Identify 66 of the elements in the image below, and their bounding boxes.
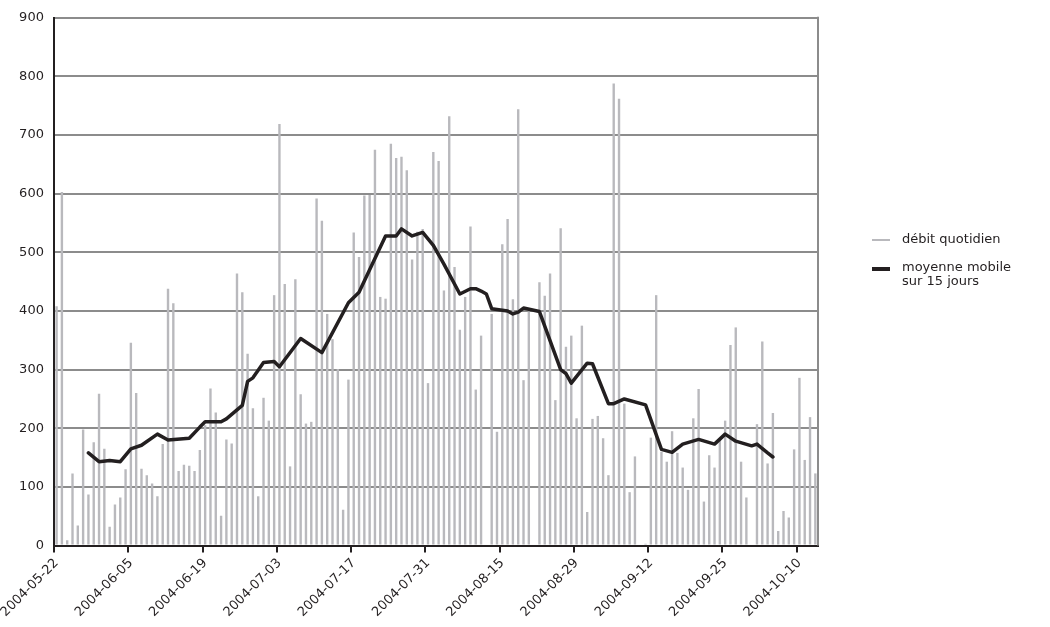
bar [262, 397, 265, 545]
bar [299, 394, 302, 545]
bar [193, 471, 196, 545]
bar [363, 195, 366, 545]
bar [782, 510, 785, 545]
y-tick-label: 900 [19, 9, 44, 25]
bar [103, 448, 106, 545]
bar [506, 218, 509, 545]
bar [400, 156, 403, 545]
bar [177, 471, 180, 545]
y-tick-label: 300 [19, 361, 44, 377]
bar [432, 152, 435, 545]
bar [66, 540, 69, 545]
bar [124, 469, 127, 545]
bar [55, 306, 58, 545]
bar [140, 468, 143, 545]
bar [278, 123, 281, 545]
y-tick-label: 0 [35, 536, 44, 552]
bar [87, 494, 90, 545]
bar [225, 439, 228, 545]
bar [745, 497, 748, 545]
bar [676, 452, 679, 545]
y-tick-label: 100 [19, 478, 44, 494]
bar [368, 194, 371, 545]
bar [416, 231, 419, 545]
bar [209, 388, 212, 545]
bar [294, 279, 297, 545]
y-tick-label: 600 [19, 185, 44, 201]
legend-label: débit quotidien [902, 231, 1001, 246]
bar [623, 403, 626, 545]
bar [713, 467, 716, 545]
bar [71, 473, 74, 545]
bar [315, 198, 318, 545]
legend-label: moyenne mobile sur 15 jours [902, 259, 1012, 288]
bar [697, 388, 700, 545]
bar [692, 418, 695, 545]
bar [490, 313, 493, 545]
y-tick-label: 800 [19, 67, 44, 83]
bar [347, 379, 350, 545]
bar [469, 226, 472, 545]
bar [814, 473, 817, 545]
bar [156, 496, 159, 545]
bar [384, 298, 387, 545]
bar [575, 418, 578, 545]
bar [538, 282, 541, 545]
bar [453, 267, 456, 545]
y-tick-label: 500 [19, 243, 44, 259]
bar [522, 380, 525, 545]
y-tick-label: 400 [19, 302, 44, 318]
bar [766, 463, 769, 545]
bar [628, 492, 631, 545]
bar [331, 339, 334, 545]
y-tick-label: 700 [19, 126, 44, 142]
bar [108, 526, 111, 545]
bar [172, 303, 175, 545]
bar [246, 353, 249, 545]
y-tick-label: 200 [19, 419, 44, 435]
bar [559, 228, 562, 545]
bar [230, 443, 233, 545]
bar [607, 475, 610, 545]
bar [437, 160, 440, 545]
bar [591, 418, 594, 545]
bar [798, 377, 801, 545]
bar [660, 451, 663, 545]
bar [554, 400, 557, 545]
bar [729, 345, 732, 545]
